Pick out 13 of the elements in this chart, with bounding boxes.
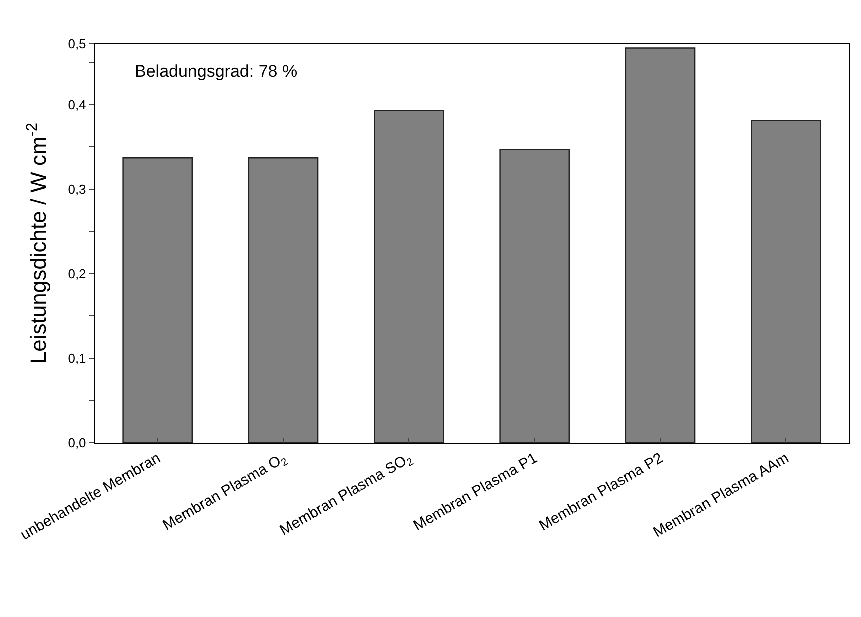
y-tick-label: 0,1 (68, 351, 86, 366)
y-tick-label: 0,4 (68, 97, 86, 112)
y-tick-label: 0,3 (68, 182, 86, 197)
bar (248, 158, 319, 443)
bar (625, 48, 696, 443)
y-tick-label: 0,2 (68, 266, 86, 282)
bar (374, 110, 444, 443)
bar (500, 149, 570, 443)
annotation: Beladungsgrad: 78 % (135, 62, 298, 81)
bar (751, 120, 822, 443)
y-tick-label: 0,5 (68, 36, 86, 52)
y-tick-label: 0,0 (68, 436, 86, 451)
bar (122, 158, 193, 443)
